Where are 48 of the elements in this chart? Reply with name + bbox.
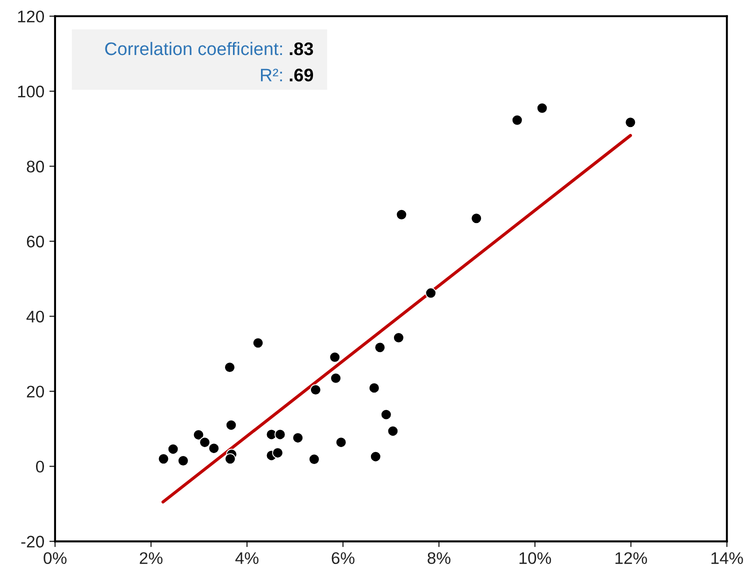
point [380, 409, 392, 420]
point [192, 429, 204, 440]
y-tick-label: 20 [26, 386, 44, 398]
annotation: R²: .69 [260, 68, 314, 82]
y-tick-label: -20 [21, 536, 44, 548]
point [470, 212, 482, 224]
point [292, 432, 304, 444]
point [387, 426, 398, 437]
point [512, 114, 523, 126]
x-tick-label: 14% [711, 552, 743, 564]
point [224, 362, 236, 373]
x-tick-label: 2% [140, 552, 162, 564]
point [425, 287, 436, 299]
point [178, 455, 189, 466]
point [329, 352, 340, 363]
point [224, 453, 236, 464]
point [226, 420, 237, 431]
point [308, 454, 320, 465]
x-tick-label: 8% [428, 552, 450, 564]
point [393, 332, 404, 344]
point [274, 428, 286, 440]
x-tick-label: 4% [235, 552, 258, 564]
y-tick-label: 40 [26, 310, 44, 323]
x-tick-label: 12% [616, 552, 647, 564]
x-tick-label: 6% [332, 552, 354, 564]
y-tick-label: 120 [18, 10, 44, 22]
point [370, 451, 382, 462]
point [368, 382, 380, 394]
y-tick-label: 0 [36, 460, 44, 473]
point [252, 337, 264, 348]
x-tick-label: 0% [44, 552, 67, 564]
x-tick-label: 10% [520, 552, 552, 564]
point [272, 447, 284, 458]
annotation: Correlation coefficient: .83 [105, 42, 314, 56]
point [168, 444, 179, 455]
point [396, 209, 408, 220]
point [374, 342, 386, 354]
point [310, 384, 322, 396]
point [335, 436, 347, 448]
point [624, 116, 636, 128]
y-tick-label: 80 [26, 160, 44, 172]
point [208, 442, 220, 454]
y-tick-label: 100 [18, 86, 44, 98]
point [199, 436, 210, 448]
point [158, 453, 170, 464]
point [536, 102, 548, 114]
point [330, 372, 342, 384]
y-tick-label: 60 [26, 236, 44, 248]
